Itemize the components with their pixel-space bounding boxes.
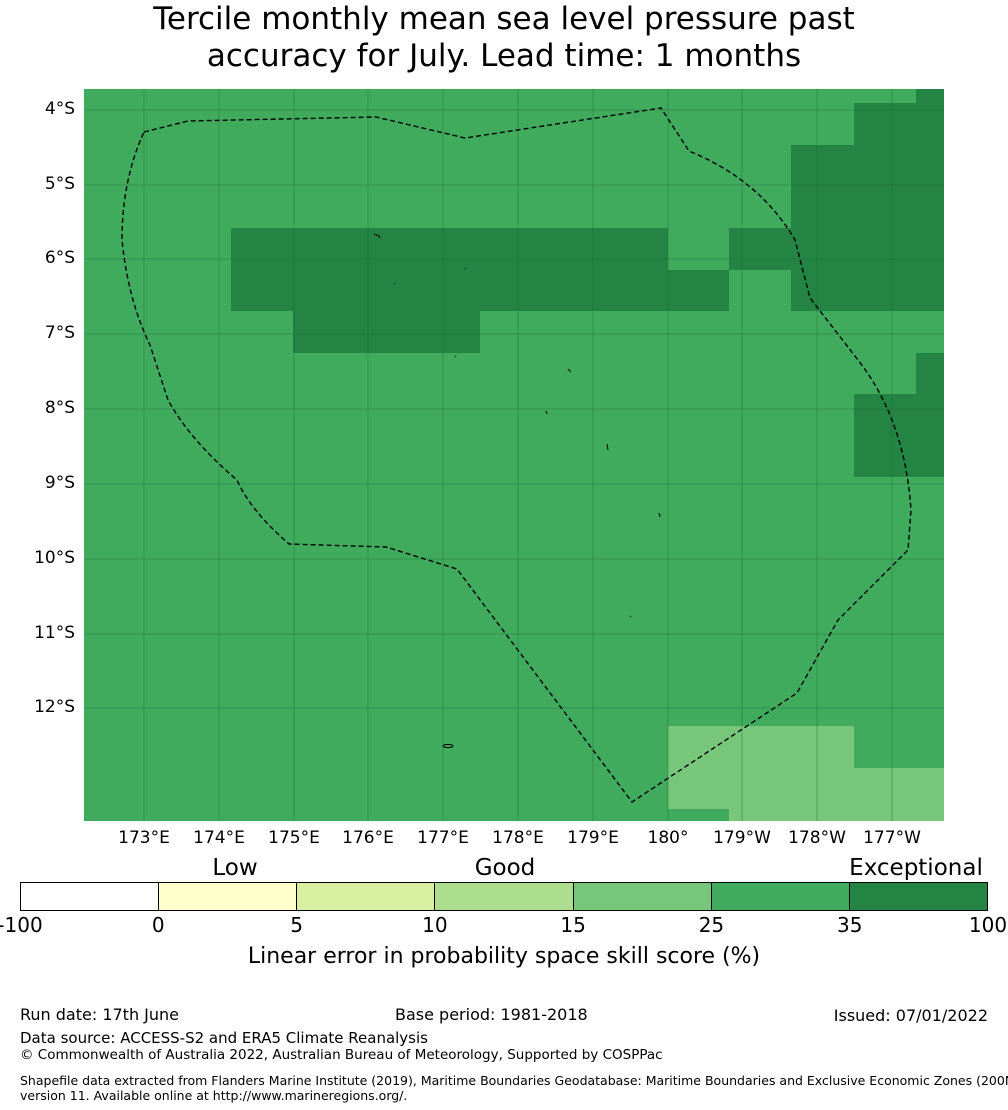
latitude-label: 10°S <box>34 548 75 568</box>
cell-block-exceptional <box>668 270 729 311</box>
island <box>393 282 396 285</box>
skill-score-map <box>84 89 944 821</box>
island <box>658 512 661 518</box>
island <box>629 615 632 618</box>
island <box>567 368 572 373</box>
latitude-label: 9°S <box>44 473 75 493</box>
latitude-label: 4°S <box>44 99 75 119</box>
graticule <box>84 89 944 821</box>
cell-block-exceptional <box>729 228 791 270</box>
colorbar-tick-label: 25 <box>698 913 725 937</box>
longitude-label: 180° <box>647 828 689 848</box>
latitude-label: 7°S <box>44 323 75 343</box>
category-exceptional: Exceptional <box>849 855 983 881</box>
colorbar-segment <box>435 883 574 910</box>
cell-block-exceptional <box>854 394 944 477</box>
colorbar-tick-label: 10 <box>422 913 448 937</box>
cell-block-exceptional <box>916 353 944 394</box>
colorbar-tick-label: -100 <box>0 913 43 937</box>
base-period: Base period: 1981-2018 <box>395 1005 588 1024</box>
copyright: © Commonwealth of Australia 2022, Austra… <box>20 1047 663 1063</box>
cell-block-good <box>854 768 944 821</box>
eez-boundary <box>121 107 912 803</box>
colorbar-tick-label: 35 <box>836 913 863 937</box>
latitude-label: 8°S <box>44 398 75 418</box>
cell-block-exceptional <box>854 103 944 145</box>
map-title-line2: accuracy for July. Lead time: 1 months <box>206 38 802 74</box>
longitude-label: 178°W <box>788 828 846 848</box>
longitude-label: 173°E <box>118 828 170 848</box>
cell-block-exceptional <box>791 145 944 311</box>
cell-block-exceptional <box>293 311 480 353</box>
colorbar-segment <box>711 883 850 910</box>
longitude-label: 177°W <box>863 828 921 848</box>
map-title-line1: Tercile monthly mean sea level pressure … <box>153 1 855 37</box>
latitude-label: 6°S <box>44 248 75 268</box>
exceptional-cells <box>231 89 944 477</box>
colorbar-tick-label: 5 <box>290 913 303 937</box>
colorbar <box>20 882 988 911</box>
colorbar-segment <box>159 883 298 910</box>
latitude-label: 12°S <box>34 697 75 717</box>
colorbar-segment <box>573 883 712 910</box>
cell-block-good <box>668 726 854 809</box>
cell-block-exceptional <box>231 228 668 311</box>
island <box>464 267 467 270</box>
longitude-label: 179°W <box>713 828 771 848</box>
colorbar-tick-label: 0 <box>151 913 165 937</box>
island-outlines <box>373 233 661 748</box>
colorbar-label: Linear error in probability space skill … <box>247 944 761 969</box>
longitude-label: 175°E <box>268 828 320 848</box>
colorbar-tick-label: 15 <box>560 913 586 937</box>
category-low: Low <box>212 855 258 881</box>
run-date: Run date: 17th June <box>20 1005 180 1024</box>
issued-date: Issued: 07/01/2022 <box>833 1006 988 1025</box>
good-cells <box>668 726 944 821</box>
longitude-label: 179°E <box>567 828 619 848</box>
colorbar-tick-label: 100 <box>968 913 1008 937</box>
island <box>442 744 454 748</box>
cell-block-exceptional <box>916 89 944 103</box>
latitude-label: 5°S <box>44 174 75 194</box>
longitude-label: 178°E <box>492 828 544 848</box>
data-source: Data source: ACCESS-S2 and ERA5 Climate … <box>20 1029 428 1047</box>
category-good: Good <box>474 855 536 881</box>
colorbar-segment <box>297 883 436 910</box>
shapefile-credit-line1: Shapefile data extracted from Flanders M… <box>20 1073 1008 1088</box>
island <box>373 233 381 239</box>
longitude-label: 176°E <box>342 828 394 848</box>
island <box>454 355 457 358</box>
colorbar-segment <box>21 883 160 910</box>
longitude-label: 177°E <box>417 828 469 848</box>
island <box>606 443 609 451</box>
cell-block-good <box>729 809 854 821</box>
latitude-label: 11°S <box>34 623 75 643</box>
island <box>545 410 548 415</box>
shapefile-credit-line2: version 11. Available online at http://w… <box>20 1088 408 1103</box>
longitude-label: 174°E <box>193 828 245 848</box>
colorbar-segment <box>849 883 987 910</box>
